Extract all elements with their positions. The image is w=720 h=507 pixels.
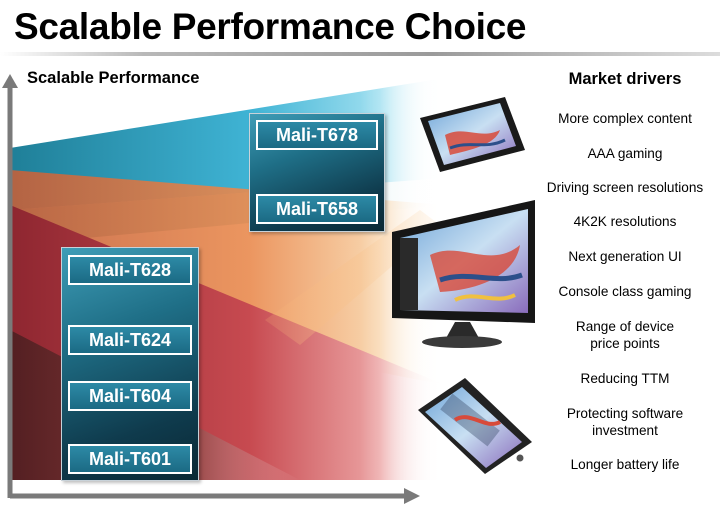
market-drivers-title: Market drivers	[568, 70, 682, 88]
driver-item: 4K2K resolutions	[573, 214, 677, 229]
chip-mali-t604: Mali-T604	[68, 381, 192, 411]
driver-item: Range of device price points	[575, 319, 675, 351]
chip-mali-t658: Mali-T658	[256, 194, 378, 224]
chip-mali-t601: Mali-T601	[68, 444, 192, 474]
driver-item: Driving screen resolutions	[546, 180, 704, 195]
x-axis-arrow	[404, 488, 420, 504]
driver-item: Reducing TTM	[580, 371, 670, 386]
slide-title: Scalable Performance Choice	[14, 6, 527, 47]
phone-icon	[418, 378, 532, 474]
y-axis-arrow	[2, 74, 18, 88]
driver-item: More complex content	[558, 111, 692, 126]
driver-item: Longer battery life	[570, 457, 680, 472]
title-divider	[0, 52, 720, 56]
tv-icon	[392, 200, 535, 348]
chip-mali-t628: Mali-T628	[68, 255, 192, 285]
driver-item: Console class gaming	[558, 284, 692, 299]
driver-item: AAA gaming	[587, 146, 663, 161]
chip-mali-t624: Mali-T624	[68, 325, 192, 355]
mainstream-gpu-group: Mali-T628 Mali-T624 Mali-T604 Mali-T601	[61, 247, 199, 481]
driver-item: Next generation UI	[568, 249, 682, 264]
tablet-icon	[420, 97, 525, 172]
driver-item: Protecting software investment	[566, 406, 684, 438]
chart-label: Scalable Performance	[27, 69, 200, 87]
high-end-gpu-group: Mali-T678 Mali-T658	[249, 113, 385, 232]
chip-mali-t678: Mali-T678	[256, 120, 378, 150]
